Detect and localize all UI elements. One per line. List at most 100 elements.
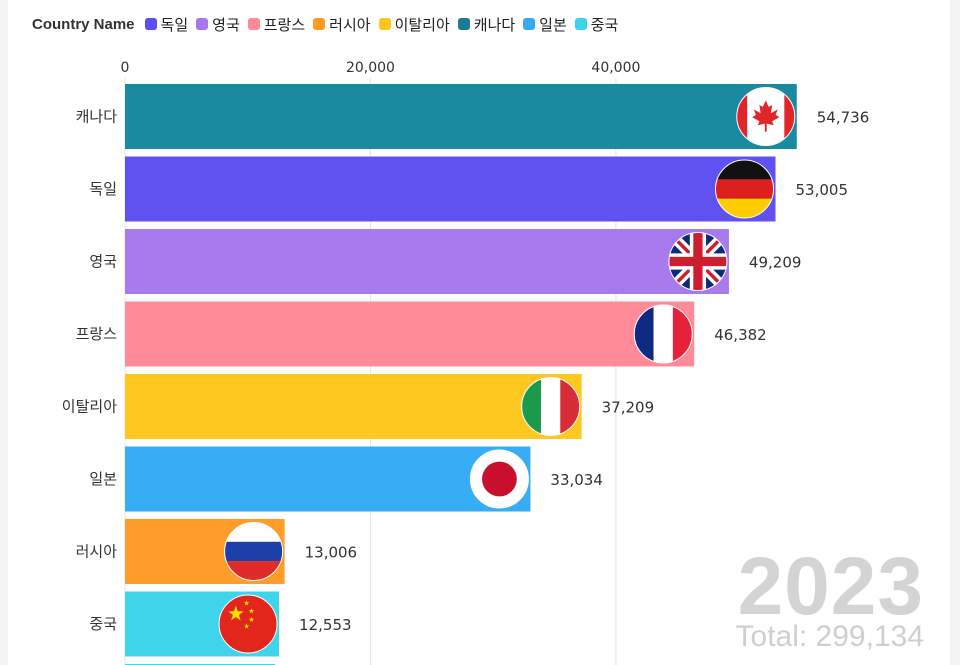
bar[interactable] [125, 374, 582, 439]
flag-part [482, 461, 517, 497]
legend-item[interactable]: 프랑스 [247, 14, 306, 35]
value-label: 49,209 [749, 254, 802, 272]
bar-row: 프랑스 46,382 [76, 301, 767, 367]
legend-label: 이탈리아 [394, 15, 450, 34]
legend-swatch [523, 18, 536, 30]
flag-border [218, 594, 278, 654]
flag-border [521, 377, 581, 436]
flag-star [248, 608, 255, 614]
bar[interactable] [125, 156, 776, 222]
flag-body [219, 595, 278, 653]
value-label: 54,736 [817, 109, 870, 127]
flag-part [715, 198, 774, 218]
flag-border [736, 87, 796, 146]
category-label: 프랑스 [76, 325, 118, 343]
flag-part [668, 256, 727, 267]
x-tick-label: 40,000 [591, 60, 640, 76]
category-label: 중국 [89, 615, 117, 633]
legend-swatch [574, 18, 587, 30]
flag-part [715, 160, 774, 180]
total-label: Total: 299,134 [735, 620, 924, 653]
legend-label: 영국 [212, 15, 240, 34]
italy-flag-icon [521, 377, 581, 436]
value-label: 37,209 [602, 399, 655, 417]
flag-part [634, 305, 654, 363]
bar[interactable] [125, 446, 531, 512]
flag-part [736, 87, 748, 146]
flag-star [243, 600, 250, 606]
value-label: 46,382 [714, 326, 767, 344]
legend-label: 일본 [539, 15, 567, 34]
bar-row: 중국 12,553 [89, 591, 352, 657]
bar-row: 독일 53,005 [89, 156, 848, 222]
flag-part [224, 561, 283, 581]
china-flag-icon [218, 594, 278, 654]
category-label: 일본 [89, 470, 117, 488]
category-label: 캐나다 [76, 108, 118, 126]
flag-body [634, 305, 693, 363]
flag-part [715, 179, 774, 199]
legend: Country Name 독일 영국 프랑스 러시아 이탈리아 캐나다 일본 중국 [32, 13, 626, 35]
category-label: 이탈리아 [62, 398, 117, 416]
legend-swatch [457, 18, 470, 30]
legend-swatch [247, 18, 260, 30]
x-tick-label: 0 [121, 60, 130, 76]
legend-label: 중국 [590, 15, 619, 34]
legend-item[interactable]: 일본 [523, 14, 567, 35]
legend-item[interactable]: 독일 [144, 14, 189, 35]
x-tick-label: 20,000 [346, 60, 395, 76]
flag-body [224, 522, 283, 581]
flag-border [469, 449, 529, 509]
legend-item[interactable]: 중국 [574, 14, 619, 35]
value-label: 33,034 [550, 471, 603, 489]
uk-flag-icon [668, 232, 728, 291]
legend-item[interactable]: 이탈리아 [378, 14, 450, 35]
maple-leaf [752, 100, 780, 132]
year-label: 2023 [737, 541, 924, 632]
france-flag-icon [633, 304, 693, 364]
canada-flag-icon [736, 87, 796, 146]
legend-item[interactable]: 영국 [196, 14, 240, 35]
category-label: 영국 [89, 253, 117, 271]
bar-row: 일본 33,034 [89, 446, 603, 512]
flag-border [715, 159, 775, 219]
legend-label: 프랑스 [263, 15, 306, 34]
category-label: 러시아 [76, 543, 118, 561]
legend-item[interactable]: 러시아 [313, 14, 371, 35]
germany-flag-icon [715, 159, 775, 219]
flag-part [521, 377, 541, 436]
value-label: 12,553 [299, 616, 352, 634]
bar-row: 이탈리아 37,209 [62, 374, 654, 439]
legend-item[interactable]: 캐나다 [457, 14, 516, 35]
flag-border [633, 304, 693, 364]
bar[interactable] [125, 301, 695, 367]
flag-body [521, 377, 580, 436]
flag-border [668, 232, 728, 291]
flag-body [715, 160, 774, 218]
flag-part [653, 305, 673, 363]
flag-part [224, 541, 283, 562]
legend-swatch [378, 18, 391, 30]
category-label: 독일 [89, 180, 117, 198]
flag-star [228, 605, 244, 621]
flag-part [560, 377, 580, 436]
russia-flag-icon [224, 522, 284, 581]
flag-body [668, 232, 727, 291]
legend-swatch [313, 18, 326, 30]
bar[interactable] [125, 84, 797, 149]
legend-swatch [144, 18, 157, 30]
bar-row: 영국 49,209 [89, 229, 801, 294]
bar-row: 러시아 13,006 [76, 519, 357, 584]
flag-part [224, 522, 283, 542]
bar-row: 캐나다 54,736 [76, 84, 870, 149]
bar[interactable] [125, 229, 729, 294]
flag-body [736, 87, 795, 146]
legend-label: 캐나다 [473, 15, 516, 34]
legend-label: 러시아 [329, 15, 371, 34]
legend-title: Country Name [32, 15, 135, 33]
legend-swatch [196, 18, 209, 30]
flag-star [248, 616, 255, 622]
flag-border [224, 522, 284, 581]
legend-label: 독일 [160, 15, 189, 34]
